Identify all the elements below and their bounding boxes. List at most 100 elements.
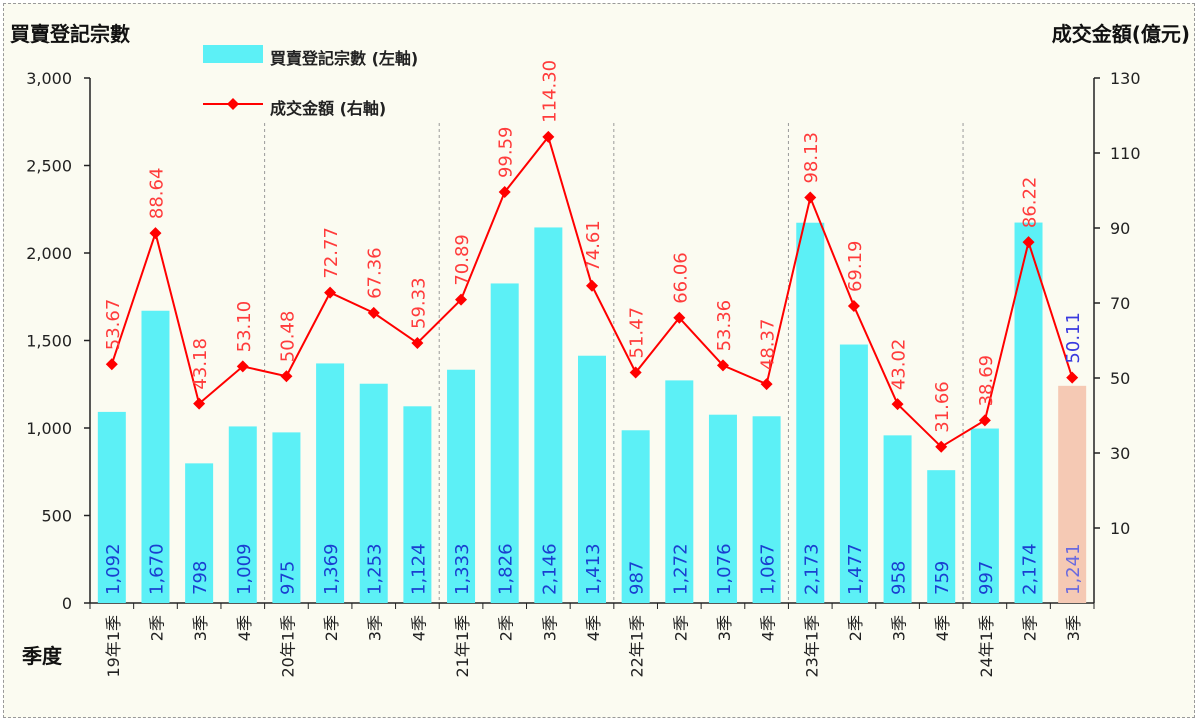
bar xyxy=(228,426,257,603)
line-value-label: 50.11 xyxy=(1063,312,1084,364)
bar xyxy=(883,435,912,603)
category-label: 3季 xyxy=(540,615,559,641)
line-point xyxy=(193,397,206,410)
category-label: 4季 xyxy=(409,615,428,641)
line-value-label: 53.10 xyxy=(234,301,255,353)
line-point xyxy=(498,186,511,199)
line-point xyxy=(149,227,162,240)
line-value-label: 43.18 xyxy=(190,338,211,390)
line-value-label: 114.30 xyxy=(539,60,560,123)
line-point xyxy=(105,358,118,371)
bar-value-label: 1,067 xyxy=(758,543,779,595)
legend-line-label: 成交金額 (右軸) xyxy=(270,99,387,118)
line-value-label: 59.33 xyxy=(408,277,429,329)
category-label: 4季 xyxy=(584,615,603,641)
left-tick-label: 2,000 xyxy=(26,244,72,263)
bar xyxy=(185,463,214,603)
bar xyxy=(578,355,606,603)
bar xyxy=(621,430,650,603)
bar-value-label: 1,124 xyxy=(408,543,429,595)
bar xyxy=(927,470,956,603)
bar xyxy=(1014,222,1043,604)
line-point xyxy=(542,130,555,143)
line-point xyxy=(324,286,337,299)
left-tick-label: 3,000 xyxy=(26,69,72,88)
category-label: 2季 xyxy=(147,615,166,641)
line-value-label: 88.64 xyxy=(146,168,167,220)
legend-bar-label: 買賣登記宗數 (左軸) xyxy=(270,49,419,68)
line-point xyxy=(411,337,424,350)
category-label: 3季 xyxy=(890,615,909,641)
bar xyxy=(316,363,345,603)
bar-value-label: 1,092 xyxy=(103,543,124,595)
bar-value-label: 1,009 xyxy=(234,543,255,595)
line-value-label: 99.59 xyxy=(496,127,517,179)
bar xyxy=(97,411,126,603)
bar-value-label: 1,241 xyxy=(1063,543,1084,595)
line-point xyxy=(236,360,249,373)
line-point xyxy=(1066,371,1079,384)
bar xyxy=(796,222,825,603)
bar-value-label: 1,333 xyxy=(452,543,473,595)
line-value-label: 38.69 xyxy=(976,355,997,407)
category-label: 22年1季 xyxy=(628,615,647,678)
line-point xyxy=(978,414,991,427)
right-tick-label: 130 xyxy=(1110,69,1141,88)
bar-value-label: 2,146 xyxy=(539,543,560,595)
bar xyxy=(708,414,737,603)
left-tick-label: 2,500 xyxy=(26,157,72,176)
left-tick-label: 1,500 xyxy=(26,332,72,351)
right-tick-label: 10 xyxy=(1110,519,1130,538)
left-tick-label: 500 xyxy=(41,507,72,526)
category-label: 4季 xyxy=(235,615,254,641)
bar xyxy=(839,344,868,603)
line-value-label: 48.37 xyxy=(758,319,779,371)
right-tick-label: 50 xyxy=(1110,369,1130,388)
line-point xyxy=(804,191,817,204)
bar xyxy=(447,369,476,603)
category-label: 24年1季 xyxy=(977,615,996,678)
bar-value-label: 798 xyxy=(190,561,211,595)
bar xyxy=(752,416,781,603)
bar-value-label: 987 xyxy=(627,561,648,595)
line-value-label: 67.36 xyxy=(365,247,386,299)
line-value-label: 86.22 xyxy=(1020,177,1041,229)
right-axis-title: 成交金額(億元) xyxy=(1051,22,1190,46)
line-value-label: 53.67 xyxy=(103,299,124,351)
line-point xyxy=(280,370,293,383)
right-tick-label: 110 xyxy=(1110,144,1141,163)
bar-value-label: 2,174 xyxy=(1020,543,1041,595)
bar-value-label: 997 xyxy=(976,561,997,595)
right-tick-label: 90 xyxy=(1110,219,1130,238)
line-value-label: 31.66 xyxy=(932,381,953,433)
bar xyxy=(403,406,432,603)
line-value-label: 53.36 xyxy=(714,300,735,352)
line-value-label: 74.61 xyxy=(583,220,604,272)
category-label: 2季 xyxy=(497,615,516,641)
category-label: 4季 xyxy=(759,615,778,641)
bar-value-label: 759 xyxy=(932,561,953,595)
category-label: 19年1季 xyxy=(104,615,123,678)
bar-value-label: 1,826 xyxy=(496,543,517,595)
left-tick-label: 0 xyxy=(62,594,72,613)
category-label: 2季 xyxy=(846,615,865,641)
line-point xyxy=(716,359,729,372)
line-point xyxy=(847,300,860,313)
bar xyxy=(970,428,999,603)
bar-value-label: 975 xyxy=(277,561,298,595)
x-axis-title: 季度 xyxy=(22,644,62,668)
category-label: 2季 xyxy=(1021,615,1040,641)
bar xyxy=(665,380,694,603)
left-axis-title: 買賣登記宗數 xyxy=(10,22,130,46)
bar-value-label: 1,413 xyxy=(583,543,604,595)
line-point xyxy=(629,366,642,379)
line-value-label: 50.48 xyxy=(277,311,298,363)
bar-value-label: 1,253 xyxy=(365,543,386,595)
line-point xyxy=(455,293,468,306)
line-value-label: 69.19 xyxy=(845,241,866,293)
line-value-label: 51.47 xyxy=(627,307,648,359)
bar-value-label: 2,173 xyxy=(801,543,822,595)
bar xyxy=(490,283,519,603)
bar xyxy=(1058,385,1087,603)
